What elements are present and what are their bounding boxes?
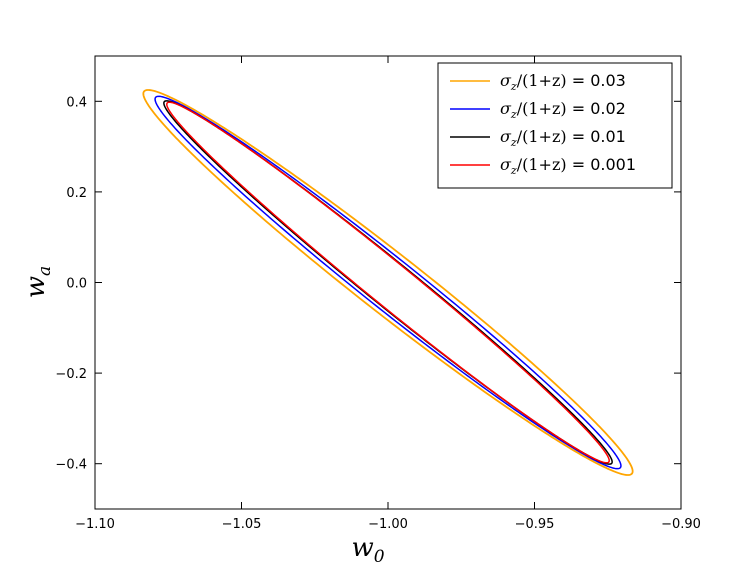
legend-frame bbox=[437, 62, 673, 189]
series-curve-0 bbox=[142, 89, 634, 476]
y-tick-label: −0.4 bbox=[55, 458, 87, 473]
y-tick-label: 0.4 bbox=[66, 95, 87, 110]
x-tick-label: −1.10 bbox=[75, 517, 115, 532]
legend-label-1: σz/(1+z) = 0.02 bbox=[500, 99, 626, 121]
y-axis-label: wa bbox=[21, 266, 55, 298]
legend: σz/(1+z) = 0.03 σz/(1+z) = 0.02 σz/(1+z) =… bbox=[437, 62, 673, 189]
x-axis-label: w0 bbox=[351, 533, 384, 567]
legend-label-3: σz/(1+z) = 0.001 bbox=[500, 155, 636, 177]
y-tick-label: −0.2 bbox=[55, 367, 87, 382]
legend-label-0: σz/(1+z) = 0.03 bbox=[500, 71, 626, 93]
x-tick-label: −0.95 bbox=[515, 517, 555, 532]
y-axis-ticks: −0.4 −0.2 0.0 0.2 0.4 bbox=[55, 95, 681, 473]
y-tick-label: 0.2 bbox=[66, 186, 87, 201]
legend-label-2: σz/(1+z) = 0.01 bbox=[500, 127, 626, 149]
x-tick-label: −0.90 bbox=[661, 517, 701, 532]
x-axis-ticks: −1.10 −1.05 −1.00 −0.95 −0.90 bbox=[75, 56, 701, 532]
series-curve-3 bbox=[166, 101, 610, 464]
series-curve-1 bbox=[154, 95, 622, 470]
y-tick-label: 0.0 bbox=[66, 277, 87, 292]
x-tick-label: −1.05 bbox=[222, 517, 262, 532]
x-tick-label: −1.00 bbox=[368, 517, 408, 532]
ellipse-curves bbox=[142, 89, 634, 476]
